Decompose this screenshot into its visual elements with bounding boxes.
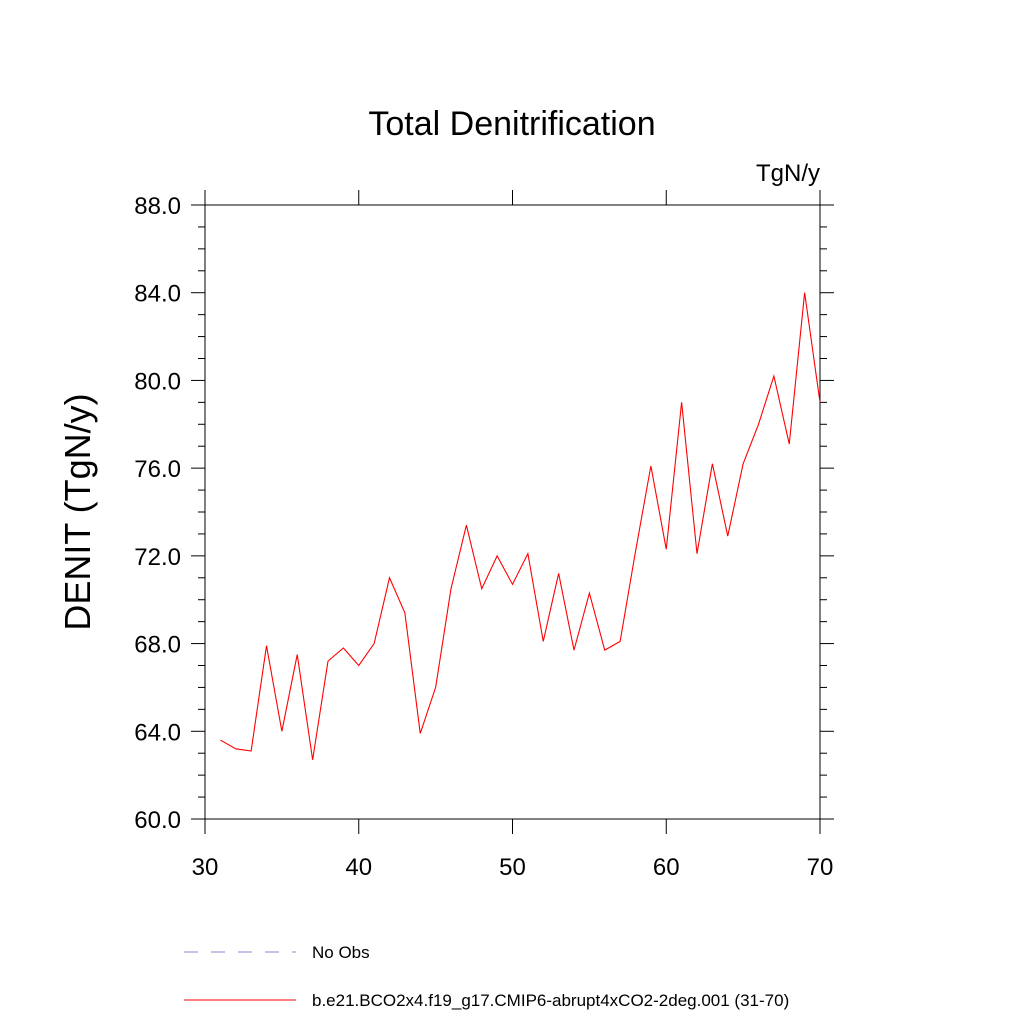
data-point <box>604 650 605 651</box>
x-tick-label: 60 <box>653 854 680 881</box>
data-point <box>312 759 313 760</box>
y-tick-label: 72.0 <box>134 544 181 571</box>
data-point <box>389 577 390 578</box>
data-point <box>681 402 682 403</box>
data-point <box>804 292 805 293</box>
data-point <box>220 739 221 740</box>
axis-ticks: 60.0 64.0 68.0 72.0 76.0 80.0 84.0 88.0 30 40 50 60… <box>134 190 834 881</box>
data-point <box>558 573 559 574</box>
plot-frame <box>204 204 821 820</box>
y-tick-label: 88.0 <box>134 193 181 220</box>
y-tick-label: 76.0 <box>134 456 181 483</box>
plot-area-border <box>204 204 821 820</box>
data-point <box>235 748 236 749</box>
data-point <box>620 641 621 642</box>
data-point <box>635 551 636 552</box>
data-point <box>281 731 282 732</box>
x-tick-label: 50 <box>499 854 526 881</box>
data-point <box>758 424 759 425</box>
data-point <box>773 375 774 376</box>
data-point <box>743 463 744 464</box>
data-point <box>343 647 344 648</box>
y-tick-label: 68.0 <box>134 632 181 659</box>
data-point <box>481 588 482 589</box>
data-point <box>589 593 590 594</box>
data-point <box>527 553 528 554</box>
units-label: TgN/y <box>756 160 820 187</box>
data-point <box>696 553 697 554</box>
data-point <box>266 645 267 646</box>
data-point <box>512 584 513 585</box>
data-point <box>712 463 713 464</box>
data-point <box>251 750 252 751</box>
y-tick-label: 80.0 <box>134 368 181 395</box>
data-point <box>358 665 359 666</box>
data-point <box>727 536 728 537</box>
data-point <box>420 733 421 734</box>
data-point <box>374 643 375 644</box>
legend-label: No Obs <box>312 943 370 962</box>
x-tick-label: 30 <box>192 854 219 881</box>
data-point <box>650 465 651 466</box>
data-point <box>666 549 667 550</box>
data-point <box>297 654 298 655</box>
series-line <box>220 292 821 760</box>
y-tick-label: 64.0 <box>134 719 181 746</box>
y-tick-label: 60.0 <box>134 807 181 834</box>
data-point <box>543 641 544 642</box>
data-point <box>573 650 574 651</box>
data-point <box>404 612 405 613</box>
data-point <box>466 525 467 526</box>
legend: No Obs b.e21.BCO2x4.f19_g17.CMIP6-abrupt4… <box>184 943 789 1010</box>
data-point <box>327 661 328 662</box>
series-layer <box>220 292 821 760</box>
data-point <box>497 555 498 556</box>
y-tick-label: 84.0 <box>134 281 181 308</box>
data-point <box>819 402 820 403</box>
data-point <box>789 443 790 444</box>
data-point <box>435 687 436 688</box>
legend-label: b.e21.BCO2x4.f19_g17.CMIP6-abrupt4xCO2-2… <box>312 991 789 1010</box>
x-tick-label: 70 <box>807 854 834 881</box>
y-axis-label: DENIT (TgN/y) <box>57 393 98 630</box>
chart-title: Total Denitrification <box>368 105 655 143</box>
x-tick-label: 40 <box>345 854 372 881</box>
data-point <box>450 588 451 589</box>
